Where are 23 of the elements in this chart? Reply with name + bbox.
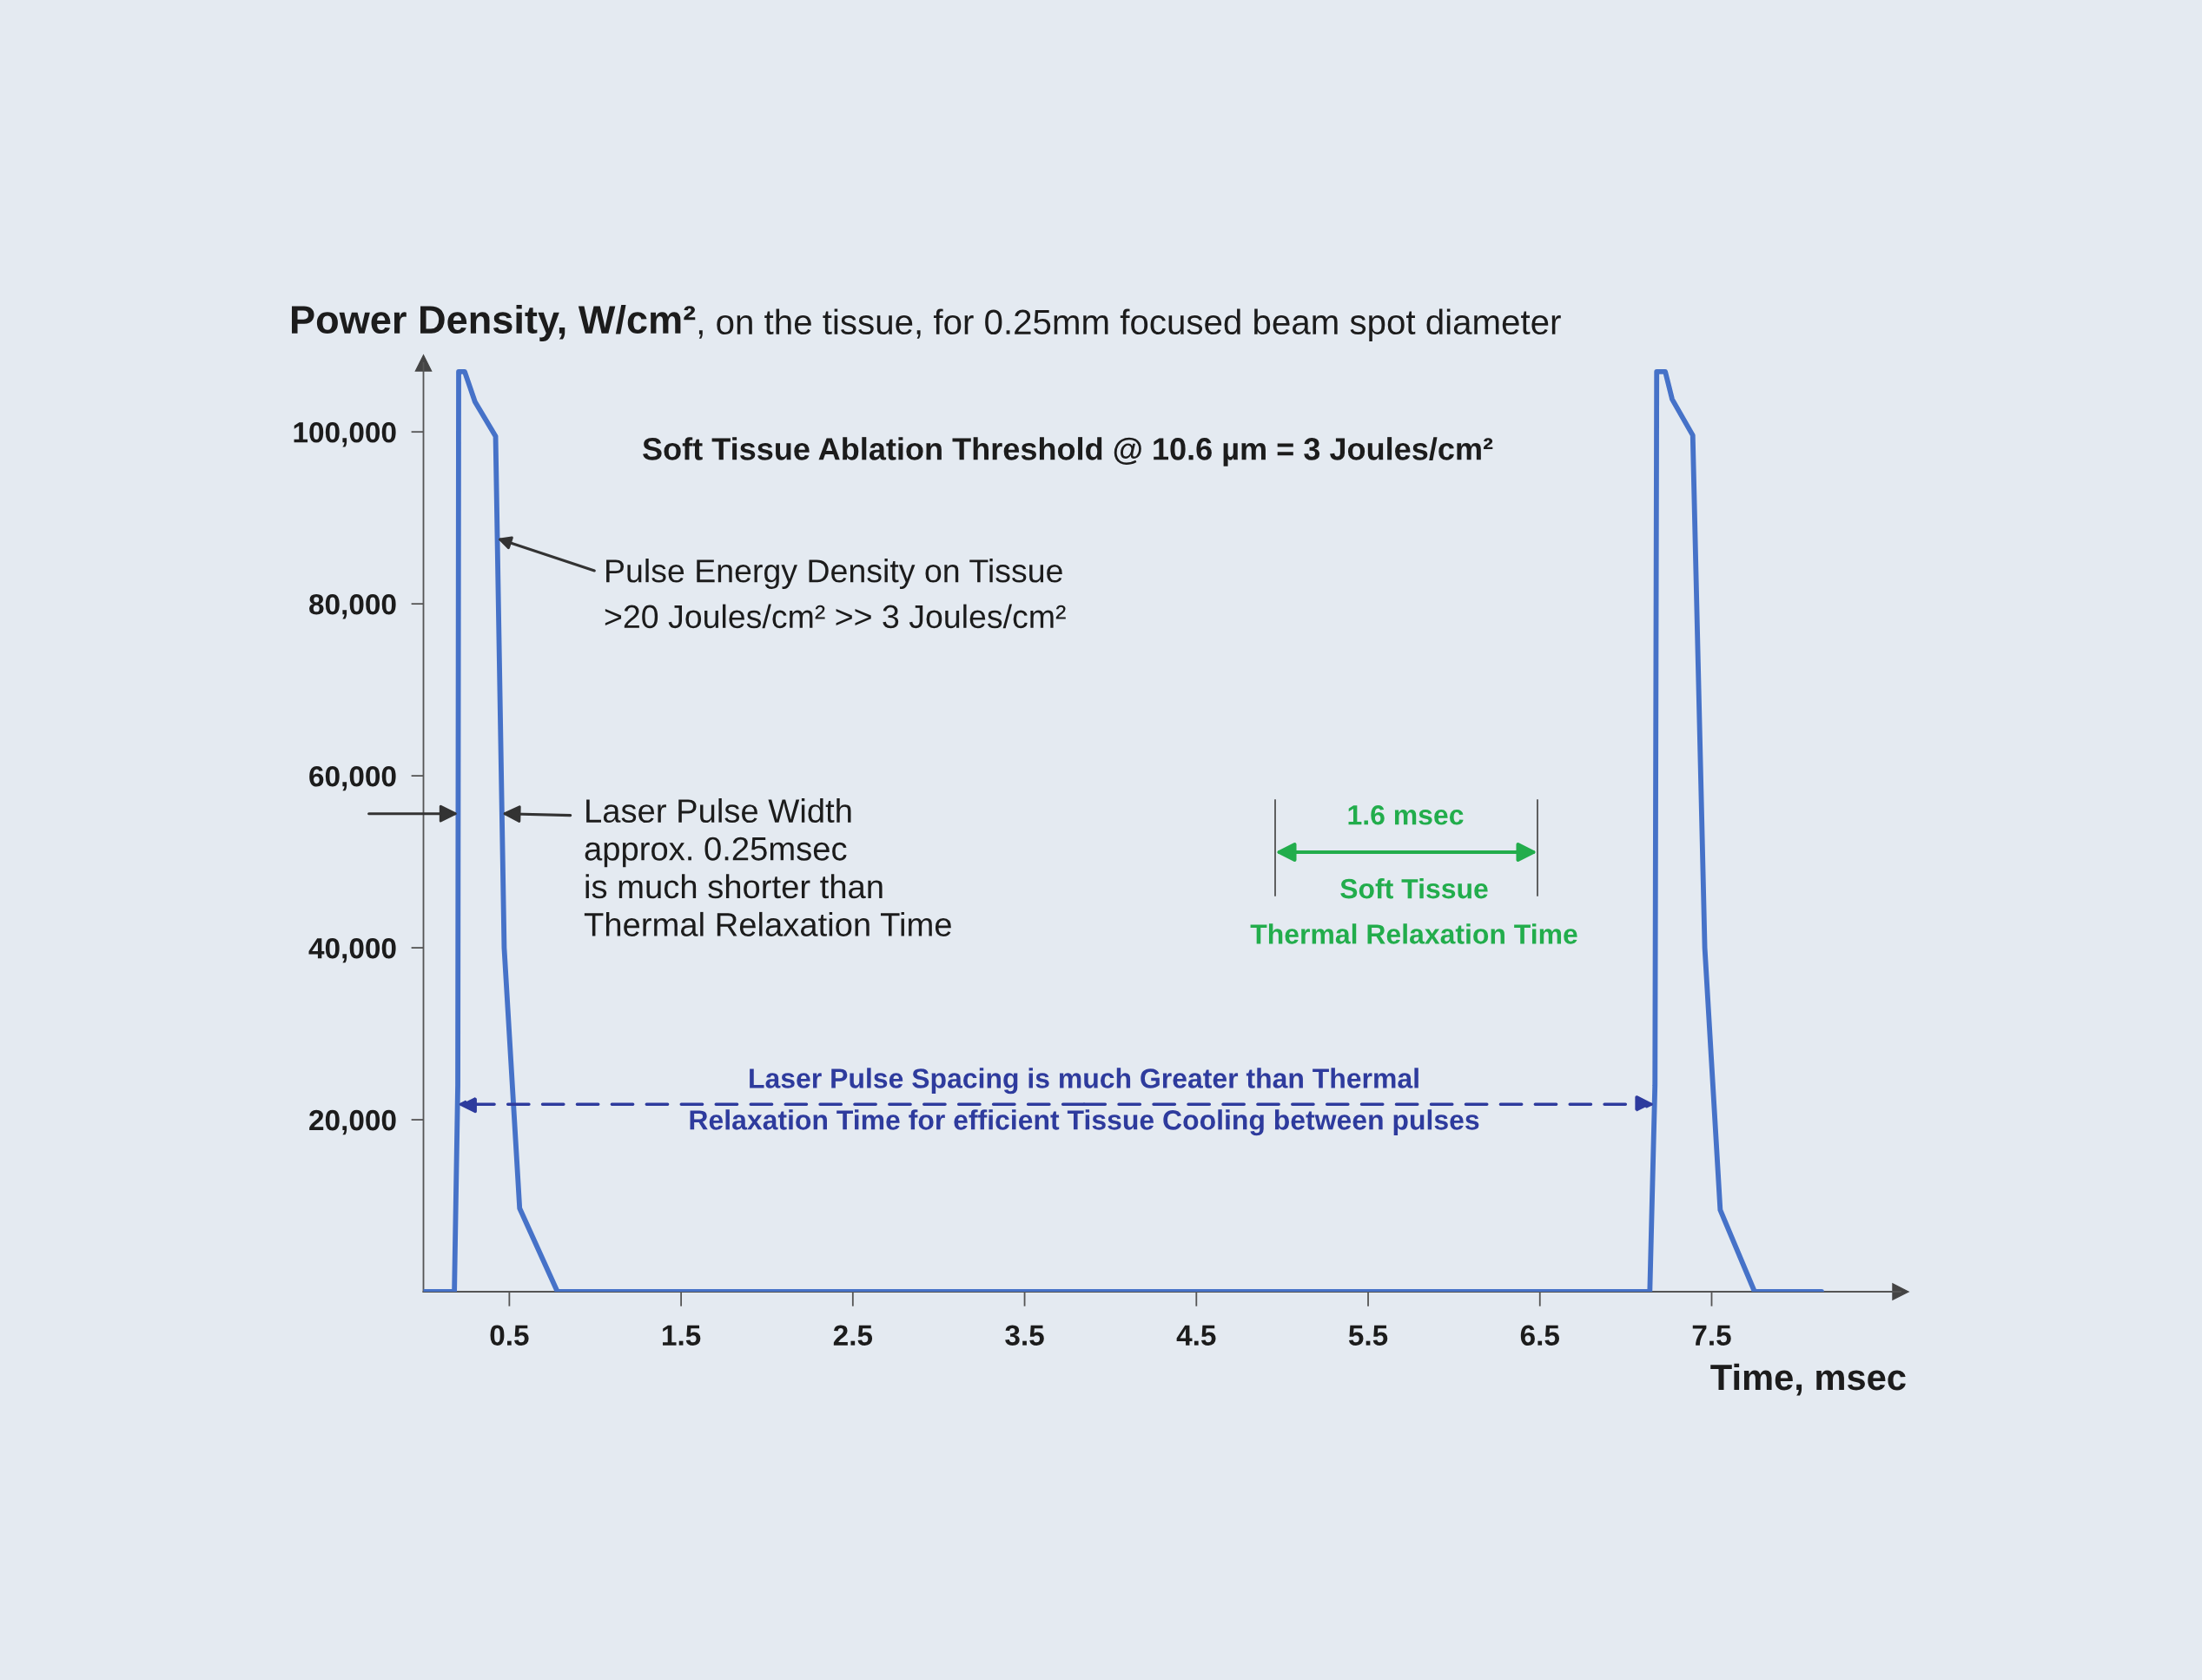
chart-subtitle: , on the tissue, for 0.25mm focused beam spot diameter [698, 308, 1561, 341]
y-tick-label: 20,000 [309, 1109, 396, 1135]
annotation: Relaxation Time for efficient Tissue Cooling between pulses [690, 1109, 1479, 1136]
x-tick-label: 2.5 [833, 1325, 873, 1346]
x-tick-label: 4.5 [1176, 1325, 1216, 1346]
x-tick-label: 1.5 [663, 1325, 701, 1346]
x-tick-label: 5.5 [1348, 1325, 1388, 1346]
annotation: Laser Pulse Width approx. 0.25msec is much shorter than Thermal Relaxation Time [584, 798, 951, 936]
annotation: Pulse Energy Density on Tissue >20 Joules/cm² >> 3 Joules/cm² [605, 559, 1066, 629]
x-tick-label: 0.5 [490, 1325, 529, 1346]
annotation: 1.6 msec [1348, 804, 1464, 825]
annotation: Laser Pulse Spacing is much Greater than Thermal [750, 1068, 1418, 1095]
x-tick-label: 6.5 [1520, 1325, 1559, 1346]
x-axis-title: Time, msec [1710, 1363, 1906, 1396]
text: Soft Tissue Ablation Threshold @ 10.6 µm = 3 Joules/cm² [643, 437, 1493, 466]
y-tick-label: 80,000 [309, 593, 396, 619]
y-axis-title: Power Density, W/cm² [292, 304, 696, 341]
y-tick-label: 60,000 [309, 765, 396, 791]
x-tick-label: 3.5 [1005, 1325, 1044, 1346]
y-tick-label: 40,000 [308, 937, 396, 963]
y-tick-label: 100,000 [294, 421, 396, 447]
x-tick-label: 7.5 [1692, 1325, 1731, 1346]
annotation: Soft Tissue Thermal Relaxation Time [1250, 877, 1577, 944]
